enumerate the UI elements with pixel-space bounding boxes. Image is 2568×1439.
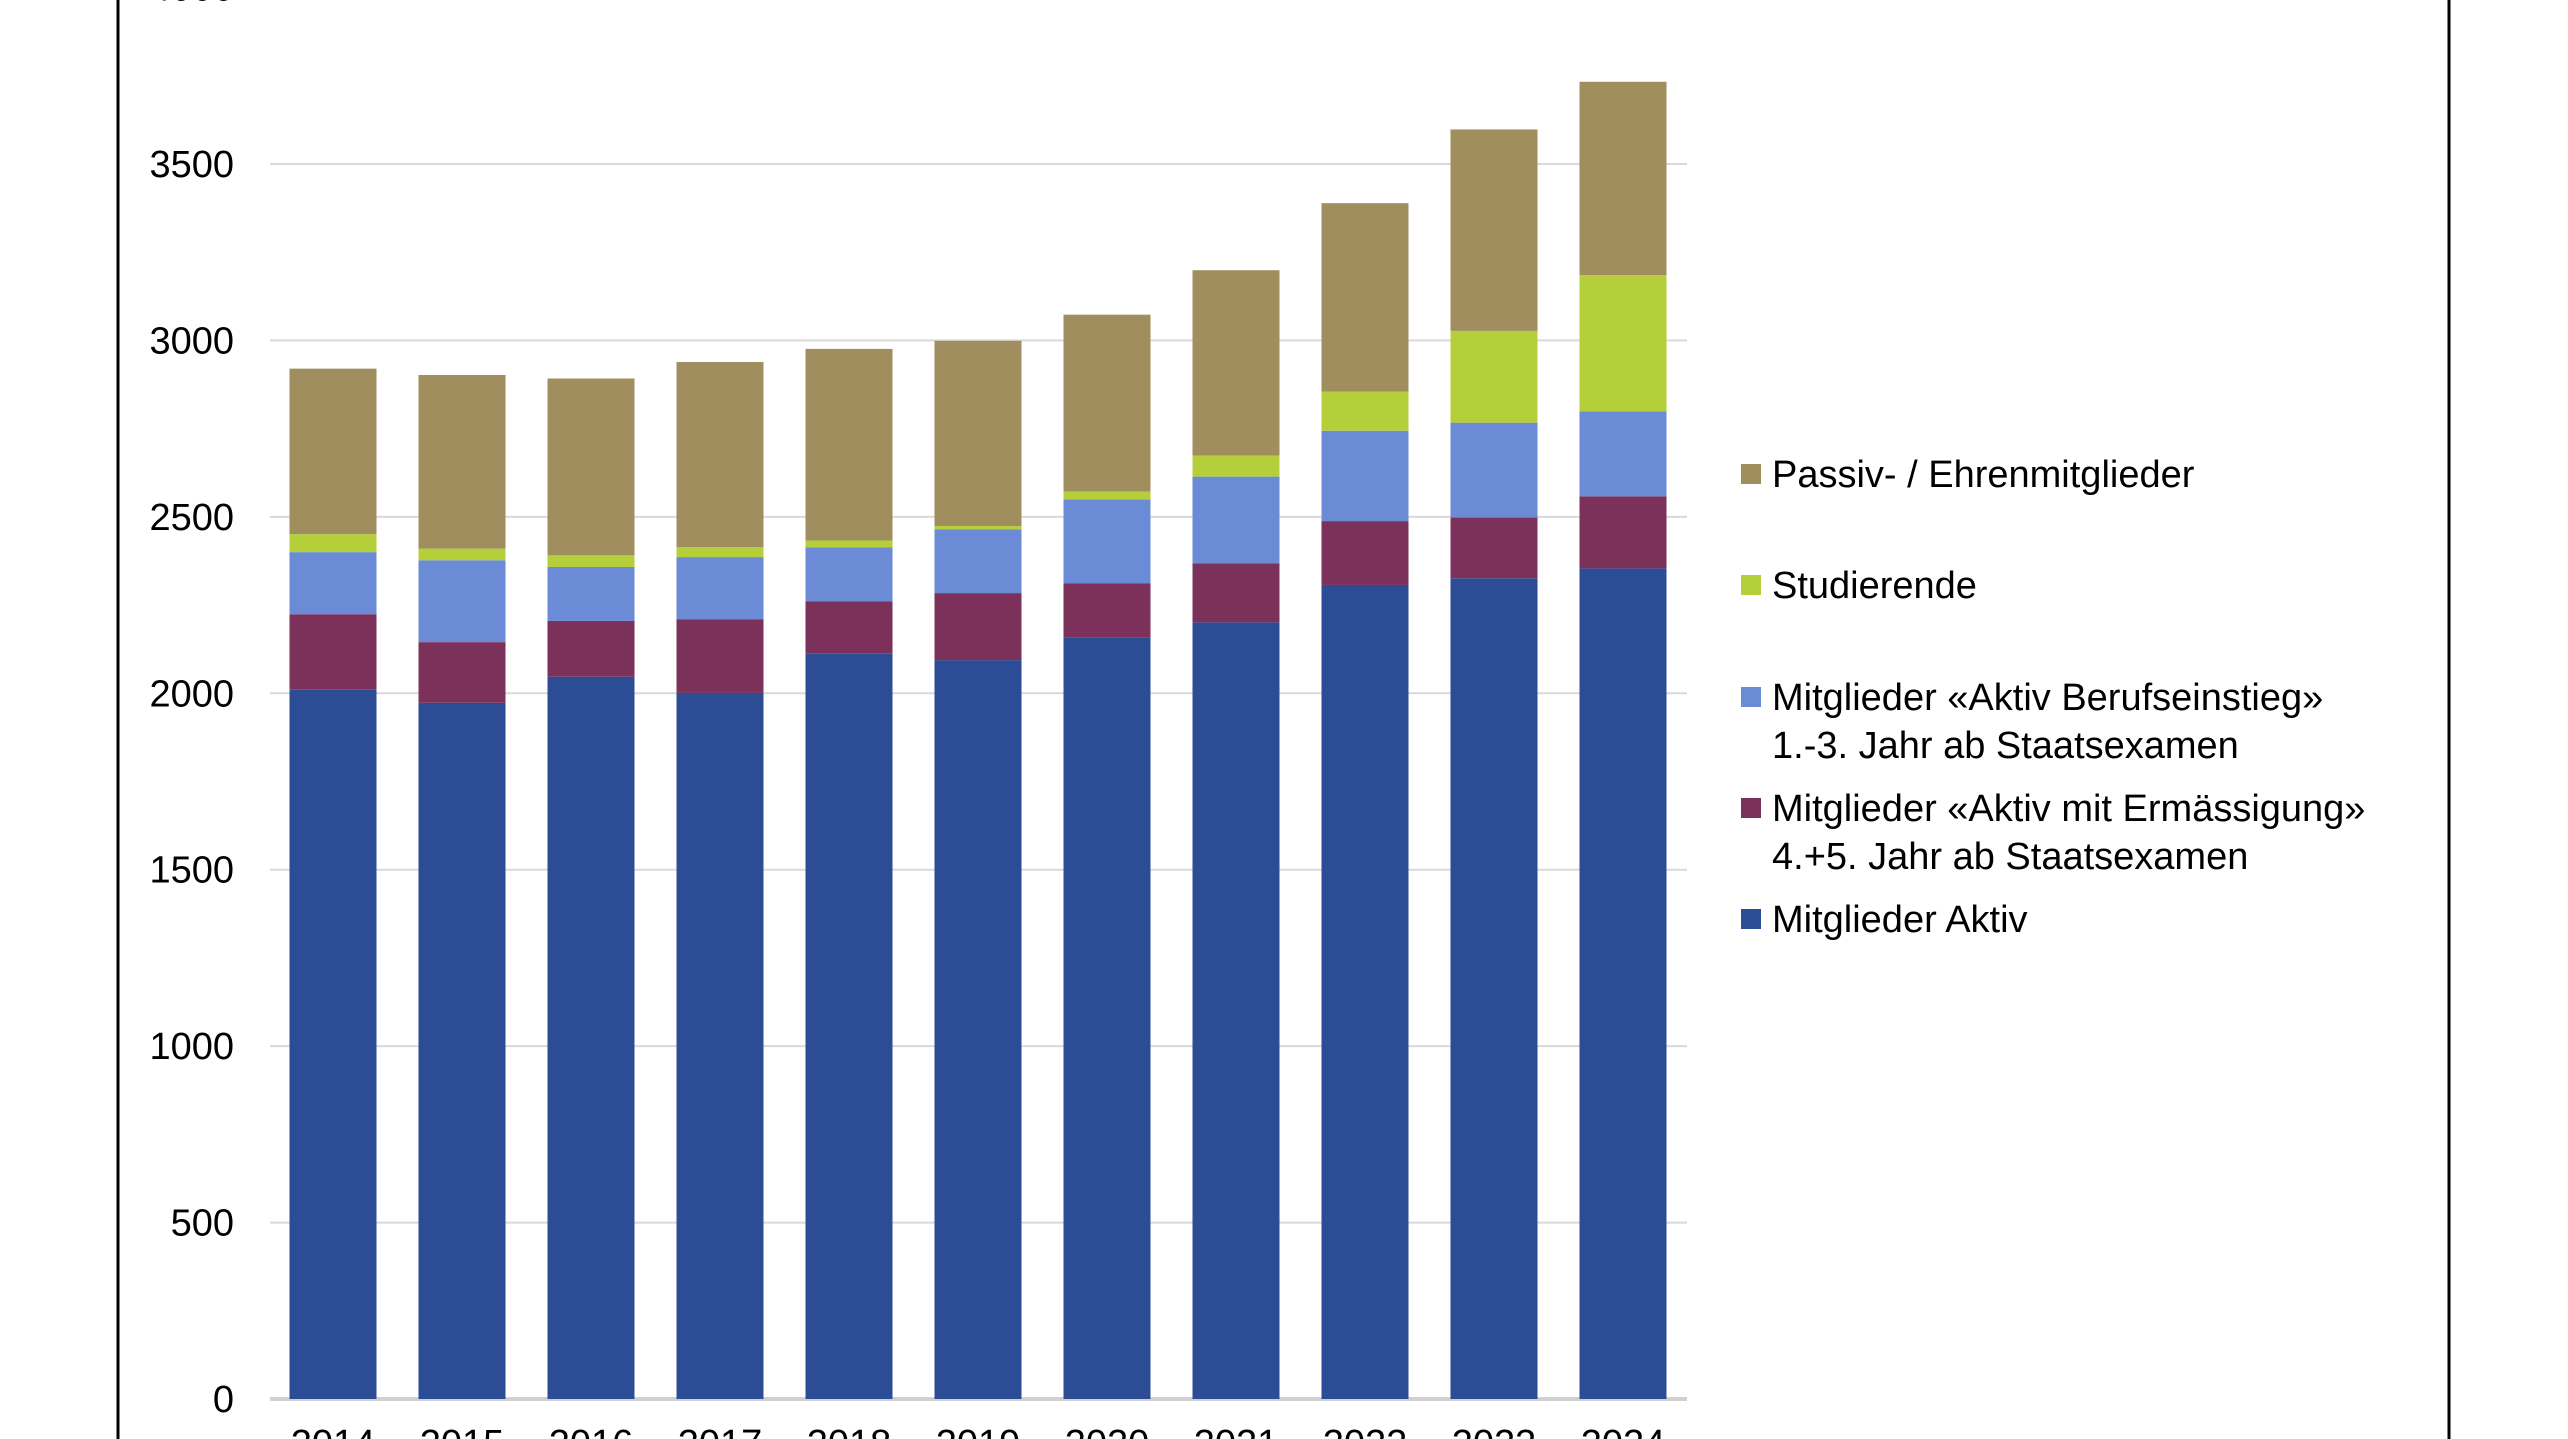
bar-segment (1192, 270, 1280, 456)
bar-segment (1063, 314, 1151, 492)
y-tick-label: 0 (213, 1379, 234, 1421)
x-tick-label: 2014 (291, 1423, 376, 1439)
bar-segment (1579, 496, 1667, 569)
bar-segment (418, 560, 506, 643)
y-tick-label: 3500 (149, 144, 234, 186)
bar-segment (934, 340, 1022, 527)
bar-segment (676, 547, 764, 558)
bar-segment (547, 620, 635, 677)
bar-segment (934, 526, 1022, 530)
x-tick-label: 2016 (549, 1423, 634, 1439)
legend-label: Mitglieder Aktiv (1772, 899, 2028, 941)
y-tick-label: 500 (171, 1203, 234, 1245)
bar-segment (289, 689, 377, 1399)
x-tick-label: 2020 (1065, 1423, 1150, 1439)
legend-label-line2: 4.+5. Jahr ab Staatsexamen (1772, 836, 2248, 878)
bar-segment (805, 540, 893, 548)
legend-label: Passiv- / Ehrenmitglieder (1772, 454, 2195, 496)
legend-label-line2: 1.-3. Jahr ab Staatsexamen (1772, 725, 2239, 767)
bar-segment (289, 552, 377, 615)
bar-segment (418, 548, 506, 561)
x-tick-label: 2015 (420, 1423, 505, 1439)
x-tick-label: 2024 (1581, 1423, 1666, 1439)
bar-segment (1579, 568, 1667, 1399)
bar-segment (1321, 430, 1409, 522)
bar-segment (1063, 491, 1151, 500)
x-tick-label: 2023 (1452, 1423, 1537, 1439)
bar-segment (418, 375, 506, 549)
bar-segment (1192, 455, 1280, 477)
bar-segment (676, 557, 764, 620)
y-tick-label: 2000 (149, 673, 234, 715)
legend-label: Mitglieder «Aktiv Berufseinstieg» (1772, 677, 2323, 719)
bar-segment (676, 361, 764, 548)
bar-segment (805, 653, 893, 1399)
x-tick-label: 2018 (807, 1423, 892, 1439)
y-tick-label: 3000 (149, 320, 234, 362)
bar-segment (1579, 275, 1667, 412)
legend-label: Mitglieder «Aktiv mit Ermässigung» (1772, 788, 2365, 830)
bar-segment (934, 529, 1022, 594)
bar-segment (418, 702, 506, 1399)
y-tick-label: 4000 (149, 0, 234, 10)
x-tick-label: 2017 (678, 1423, 763, 1439)
legend-swatch (1741, 687, 1761, 707)
bar-segment (1450, 129, 1538, 331)
x-tick-label: 2019 (936, 1423, 1021, 1439)
bar-segment (1321, 584, 1409, 1399)
y-tick-label: 1000 (149, 1026, 234, 1068)
bar-segment (1450, 578, 1538, 1399)
bar-segment (1579, 411, 1667, 497)
bar-segment (547, 676, 635, 1399)
bar-segment (934, 593, 1022, 661)
bar-segment (1192, 476, 1280, 564)
bar-segment (547, 566, 635, 621)
y-tick-label: 2500 (149, 497, 234, 539)
bar-segment (289, 368, 377, 535)
bar-segment (1579, 81, 1667, 276)
bar-segment (1192, 563, 1280, 623)
bar-segment (1063, 583, 1151, 638)
bar-segment (805, 547, 893, 602)
bar-segment (805, 348, 893, 541)
bar-segment (547, 555, 635, 567)
bar-segment (676, 692, 764, 1399)
bar-segment (1321, 203, 1409, 392)
bar-segment (289, 534, 377, 553)
bar-segment (1321, 391, 1409, 431)
bar-segment (1063, 637, 1151, 1399)
legend-label: Studierende (1772, 565, 1977, 607)
bar-segment (805, 601, 893, 654)
bar-segment (1321, 521, 1409, 585)
y-tick-label: 1500 (149, 850, 234, 892)
legend-swatch (1741, 464, 1761, 484)
bar-segment (1450, 517, 1538, 579)
legend-swatch (1741, 575, 1761, 595)
legend-swatch (1741, 909, 1761, 929)
bar-segment (1063, 499, 1151, 584)
bar-segment (418, 642, 506, 703)
x-tick-label: 2021 (1194, 1423, 1279, 1439)
legend-swatch (1741, 798, 1761, 818)
bar-segment (934, 660, 1022, 1399)
bar-segment (1450, 422, 1538, 518)
bar-segment (547, 378, 635, 556)
bar-segment (1192, 622, 1280, 1399)
bar-segment (676, 619, 764, 693)
bar-segment (1450, 330, 1538, 423)
x-tick-label: 2022 (1323, 1423, 1408, 1439)
bar-segment (289, 614, 377, 690)
